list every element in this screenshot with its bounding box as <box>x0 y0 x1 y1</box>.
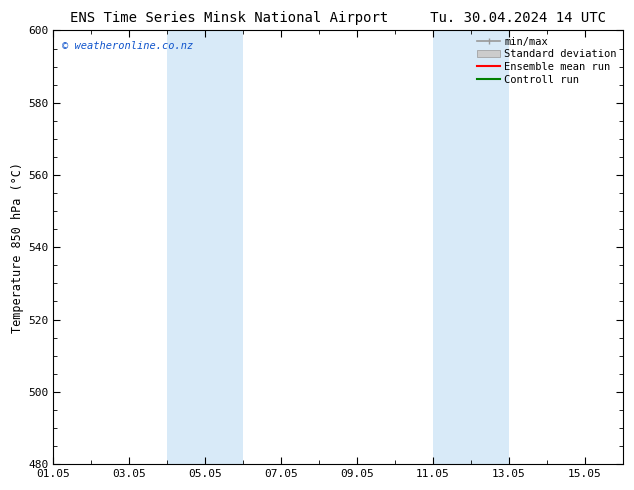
Bar <box>433 30 509 464</box>
Text: © weatheronline.co.nz: © weatheronline.co.nz <box>62 41 193 51</box>
Legend: min/max, Standard deviation, Ensemble mean run, Controll run: min/max, Standard deviation, Ensemble me… <box>473 32 621 89</box>
Y-axis label: Temperature 850 hPa (°C): Temperature 850 hPa (°C) <box>11 162 24 333</box>
Title: ENS Time Series Minsk National Airport     Tu. 30.04.2024 14 UTC: ENS Time Series Minsk National Airport T… <box>70 11 606 25</box>
Bar <box>167 30 243 464</box>
